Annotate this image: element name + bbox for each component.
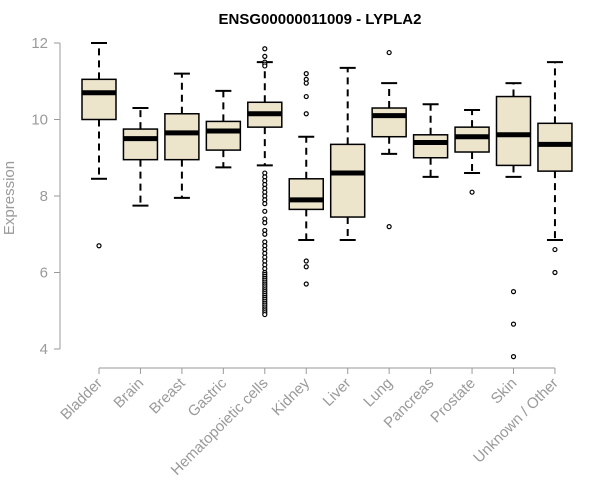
iqr-box [164,113,200,161]
x-tick-label: Lung [360,375,396,411]
y-axis: 4 6 8 10 12 [31,35,61,358]
outlier-point [469,189,475,195]
outlier-point [303,93,309,100]
iqr-box [329,143,366,218]
x-tick-label: Brain [110,375,147,412]
iqr-box [81,78,117,121]
outlier-point [262,53,268,59]
outlier-point [552,246,558,253]
box-brain [122,107,159,207]
outlier-point [552,269,558,276]
outlier-point [510,321,517,327]
y-tick-label: 4 [40,341,48,358]
iqr-box [412,134,449,159]
boxes-group [81,42,573,360]
outlier-point [510,289,517,295]
box-bladder [81,42,117,249]
y-tick-label: 10 [31,112,48,129]
box-hematopoietic-cells [247,46,283,318]
outlier-point [262,311,268,318]
x-tick-label: Kidney [269,374,314,419]
iqr-box [537,122,573,172]
box-lung [371,49,407,230]
x-tick-label: Breast [146,374,189,417]
chart-title: ENSG00000011009 - LYPLA2 [219,11,422,28]
outlier-point [303,111,309,117]
x-tick-label: Bladder [57,375,106,424]
outlier-point [262,201,268,207]
outlier-point [510,354,517,360]
iqr-box [371,107,407,138]
outlier-point [386,224,392,230]
y-axis-label: Expression [1,161,18,235]
box-gastric [205,89,242,169]
outlier-point [262,220,268,226]
iqr-box [288,178,324,211]
outlier-point [262,46,268,52]
outlier-point [303,264,309,270]
iqr-box [454,126,490,153]
box-kidney [288,70,324,287]
box-skin [495,82,532,360]
box-unknown-other [537,61,573,276]
iqr-box [122,128,159,161]
outlier-point [262,63,268,69]
outlier-point [303,258,309,264]
outlier-point [386,49,392,56]
y-tick-label: 12 [31,35,48,52]
iqr-box [495,95,532,167]
outlier-point [303,70,309,77]
outlier-point [262,231,268,237]
outlier-point [303,281,309,287]
box-prostate [454,108,490,195]
y-tick-label: 6 [40,265,48,282]
x-tick-label: Prostate [427,375,479,427]
x-tick-label: Skin [488,375,521,408]
outlier-point [262,208,268,214]
outlier-point [96,243,102,249]
box-breast [164,72,200,199]
outlier-point [303,80,309,86]
x-tick-label: Liver [320,375,355,410]
iqr-box [205,120,242,151]
box-pancreas [412,103,449,178]
box-liver [329,66,366,241]
y-tick-label: 8 [40,188,48,205]
